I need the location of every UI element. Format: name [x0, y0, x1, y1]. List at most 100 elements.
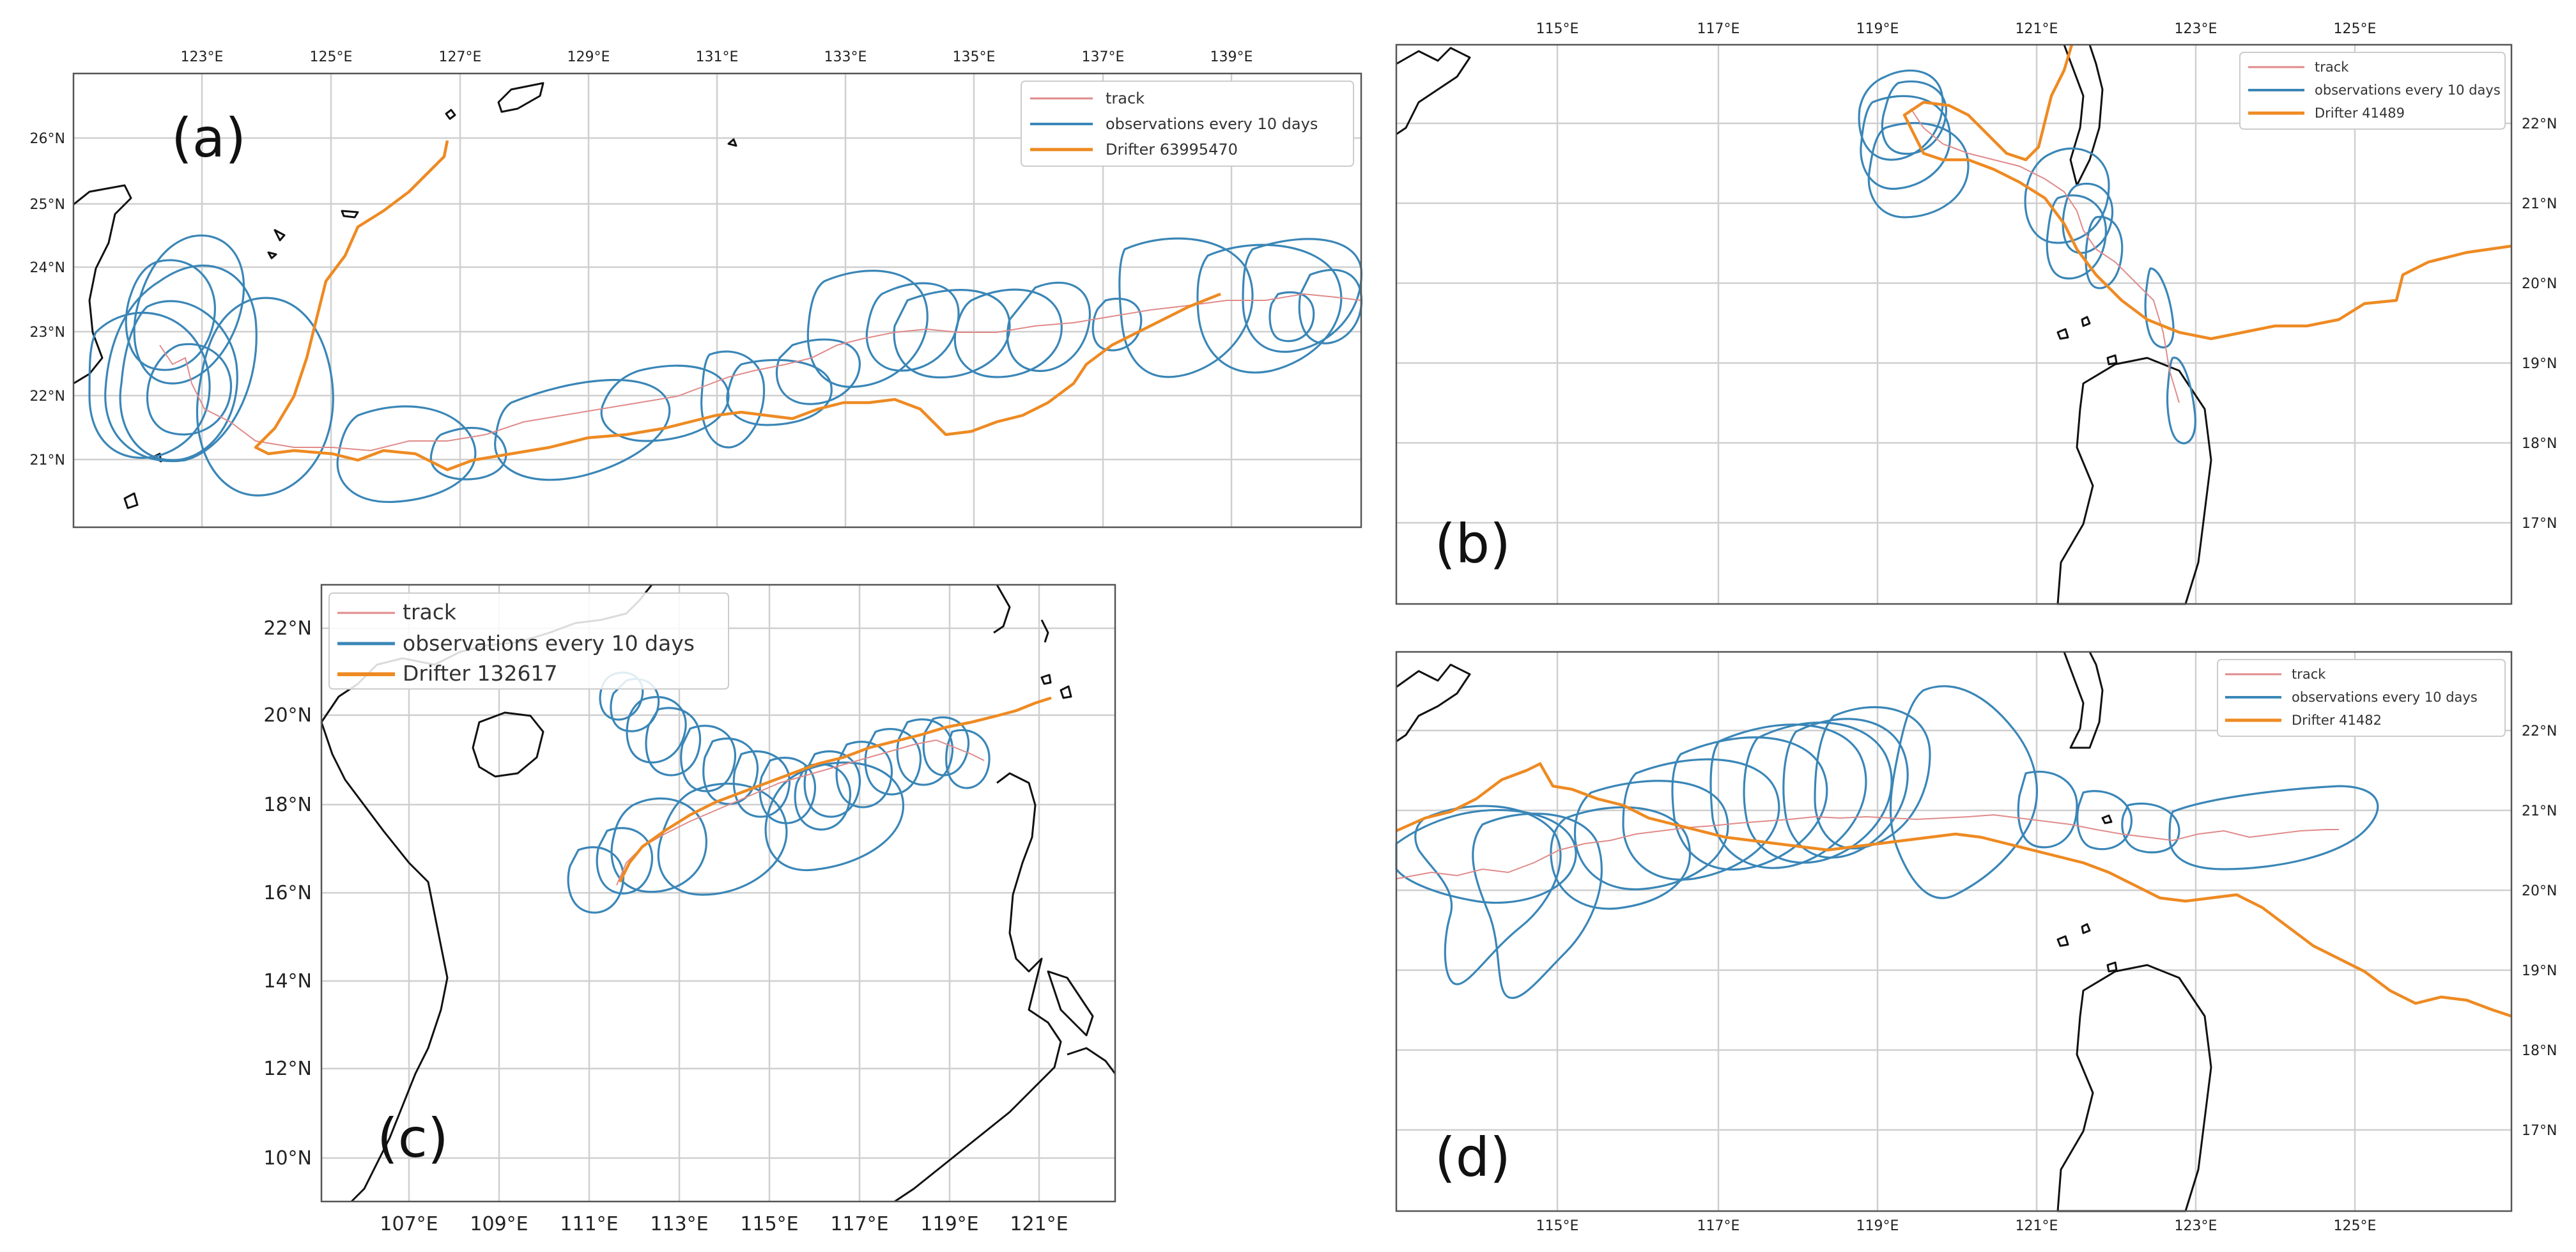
- legend-box: [2217, 659, 2506, 737]
- y-tick-label: 18°N: [2522, 436, 2557, 452]
- panel-a-map-frame: [72, 72, 1362, 529]
- x-tick-label: 115°E: [1536, 21, 1579, 37]
- legend-observations-label: observations every 10 days: [403, 631, 695, 656]
- y-tick-label: 10°N: [263, 1147, 312, 1170]
- x-tick-label: 107°E: [380, 1213, 438, 1235]
- legend-observations-label: observations every 10 days: [2315, 82, 2501, 98]
- panel-d-map-frame: [1395, 651, 2513, 1212]
- panel-d-legend: track observations every 10 days Drifter…: [2217, 659, 2506, 737]
- panel-d-y-axis-labels: 22°N 21°N 20°N 19°N 18°N 17°N: [2522, 723, 2557, 1139]
- panel-d-track-line: [1396, 814, 2339, 879]
- y-tick-label: 20°N: [263, 704, 312, 727]
- legend-track-label: track: [403, 599, 457, 624]
- panel-a-x-axis-labels: 123°E 125°E 127°E 129°E 131°E 133°E 135°…: [181, 49, 1253, 65]
- x-tick-label: 121°E: [2016, 1218, 2058, 1234]
- x-tick-label: 119°E: [920, 1213, 978, 1235]
- x-tick-label: 117°E: [1697, 21, 1740, 37]
- y-tick-label: 17°N: [2522, 516, 2557, 532]
- y-tick-label: 22°N: [2522, 723, 2557, 739]
- y-tick-label: 18°N: [2522, 1043, 2557, 1059]
- panel-a-label: (a): [171, 107, 246, 169]
- panel-c-label: (c): [377, 1107, 449, 1170]
- legend-observations-label: observations every 10 days: [1106, 115, 1318, 133]
- panel-d: 115°E 117°E 119°E 121°E 123°E 125°E 22°N…: [1395, 651, 2557, 1234]
- x-tick-label: 125°E: [310, 49, 353, 65]
- panel-d-observation-contours: [1395, 685, 2379, 1000]
- y-tick-label: 22°N: [263, 617, 312, 640]
- x-tick-label: 139°E: [1210, 49, 1253, 65]
- y-tick-label: 24°N: [30, 260, 65, 276]
- panel-b-coastline: [1396, 44, 2212, 605]
- x-tick-label: 115°E: [1536, 1218, 1579, 1234]
- panel-a-coastline: [73, 82, 737, 509]
- x-tick-label: 111°E: [560, 1213, 618, 1235]
- y-tick-label: 21°N: [2522, 196, 2557, 212]
- x-tick-label: 123°E: [2175, 21, 2217, 37]
- panel-a-track-line: [159, 293, 1362, 452]
- panel-a-observation-contours: [88, 235, 1363, 503]
- legend-track-label: track: [1106, 89, 1145, 107]
- panel-d-drifter-path: [1396, 762, 2512, 1018]
- legend-drifter-label: Drifter 41482: [2292, 713, 2382, 728]
- y-tick-label: 20°N: [2522, 276, 2557, 292]
- legend-track-label: track: [2315, 59, 2349, 75]
- legend-drifter-label: Drifter 132617: [403, 661, 557, 686]
- y-tick-label: 25°N: [30, 197, 65, 213]
- legend-box: [2239, 52, 2506, 130]
- legend-box: [328, 592, 729, 690]
- panel-c-map-frame: [320, 583, 1116, 1203]
- y-tick-label: 17°N: [2522, 1123, 2557, 1139]
- panel-c: 107°E 109°E 111°E 113°E 115°E 117°E 119°…: [263, 583, 1116, 1235]
- panel-b-legend: track observations every 10 days Drifter…: [2239, 52, 2506, 130]
- y-tick-label: 12°N: [263, 1058, 312, 1080]
- panel-c-x-axis-labels: 107°E 109°E 111°E 113°E 115°E 117°E 119°…: [380, 1213, 1068, 1235]
- panel-c-track-line: [616, 739, 985, 886]
- x-tick-label: 125°E: [2334, 1218, 2377, 1234]
- panel-d-x-axis-labels: 115°E 117°E 119°E 121°E 123°E 125°E: [1536, 1218, 2377, 1234]
- x-tick-label: 117°E: [1697, 1218, 1740, 1234]
- panel-b: 115°E 117°E 119°E 121°E 123°E 125°E 22°N…: [1395, 21, 2557, 605]
- y-tick-label: 18°N: [263, 794, 312, 816]
- panel-d-label: (d): [1435, 1126, 1511, 1189]
- x-tick-label: 123°E: [2175, 1218, 2217, 1234]
- legend-drifter-label: Drifter 41489: [2315, 105, 2405, 121]
- legend-observations-label: observations every 10 days: [2292, 690, 2478, 705]
- x-tick-label: 119°E: [1856, 21, 1899, 37]
- panel-c-observation-contours: [567, 671, 991, 914]
- panel-b-y-axis-labels: 22°N 21°N 20°N 19°N 18°N 17°N: [2522, 116, 2557, 532]
- panel-b-label: (b): [1435, 513, 1511, 575]
- panel-c-drifter-path: [618, 696, 1052, 883]
- panel-b-map-frame: [1395, 43, 2513, 605]
- legend-drifter-label: Drifter 63995470: [1106, 141, 1238, 158]
- x-tick-label: 121°E: [2016, 21, 2058, 37]
- panel-a-legend: track observations every 10 days Drifter…: [1021, 81, 1354, 167]
- x-tick-label: 109°E: [470, 1213, 528, 1235]
- x-tick-label: 137°E: [1082, 49, 1125, 65]
- x-tick-label: 131°E: [696, 49, 739, 65]
- x-tick-label: 135°E: [953, 49, 996, 65]
- legend-box: [1021, 81, 1354, 167]
- y-tick-label: 26°N: [30, 131, 65, 147]
- x-tick-label: 115°E: [740, 1213, 798, 1235]
- panel-c-legend: track observations every 10 days Drifter…: [328, 592, 729, 690]
- x-tick-label: 117°E: [830, 1213, 888, 1235]
- x-tick-label: 125°E: [2334, 21, 2377, 37]
- y-tick-label: 21°N: [2522, 803, 2557, 819]
- y-tick-label: 19°N: [2522, 356, 2557, 372]
- y-tick-label: 22°N: [2522, 116, 2557, 132]
- y-tick-label: 16°N: [263, 882, 312, 904]
- x-tick-label: 123°E: [181, 49, 224, 65]
- x-tick-label: 121°E: [1010, 1213, 1068, 1235]
- y-tick-label: 14°N: [263, 970, 312, 993]
- x-tick-label: 127°E: [439, 49, 482, 65]
- panel-b-observation-contours: [1858, 69, 2196, 445]
- panel-b-x-axis-labels: 115°E 117°E 119°E 121°E 123°E 125°E: [1536, 21, 2377, 37]
- y-tick-label: 19°N: [2522, 963, 2557, 979]
- panel-c-y-axis-labels: 22°N 20°N 18°N 16°N 14°N 12°N 10°N: [263, 617, 312, 1170]
- panel-a: 123°E 125°E 127°E 129°E 131°E 133°E 135°…: [30, 49, 1363, 529]
- y-tick-label: 20°N: [2522, 883, 2557, 899]
- x-tick-label: 119°E: [1856, 1218, 1899, 1234]
- y-tick-label: 21°N: [30, 452, 65, 468]
- x-tick-label: 113°E: [650, 1213, 708, 1235]
- panel-b-track-line: [1910, 108, 2180, 403]
